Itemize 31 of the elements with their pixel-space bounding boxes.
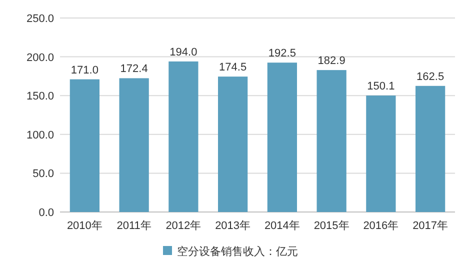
y-tick-label: 150.0: [26, 90, 54, 103]
x-tick-label: 2011年: [116, 220, 152, 232]
x-tick-label: 2016年: [363, 220, 399, 232]
bar: [267, 62, 297, 212]
x-tick-label: 2015年: [314, 220, 350, 232]
bar: [416, 86, 446, 212]
data-label: 194.0: [170, 46, 198, 58]
y-tick-label: 200.0: [26, 52, 54, 64]
bar: [366, 96, 396, 212]
data-label: 172.4: [120, 63, 148, 76]
data-label: 162.5: [416, 70, 444, 83]
x-tick-label: 2013年: [215, 220, 251, 232]
data-label: 182.9: [318, 55, 346, 68]
x-tick-label: 2014年: [264, 220, 300, 232]
bar: [168, 61, 198, 212]
y-tick-label: 50.0: [32, 168, 54, 180]
data-label: 150.1: [367, 80, 395, 93]
x-tick-label: 2017年: [412, 220, 448, 232]
data-label: 171.0: [70, 64, 98, 76]
legend-label: 空分设备销售收入：亿元: [177, 245, 298, 258]
x-tick-label: 2012年: [166, 220, 202, 232]
x-tick-label: 2010年: [66, 220, 102, 232]
y-tick-label: 0.0: [38, 207, 54, 219]
bar: [218, 76, 248, 212]
y-tick-label: 250.0: [26, 13, 54, 25]
bar: [316, 70, 346, 212]
data-label: 174.5: [219, 62, 247, 74]
y-tick-label: 100.0: [26, 129, 54, 142]
bar: [119, 78, 149, 212]
data-label: 192.5: [268, 48, 296, 60]
bar: [70, 79, 100, 212]
